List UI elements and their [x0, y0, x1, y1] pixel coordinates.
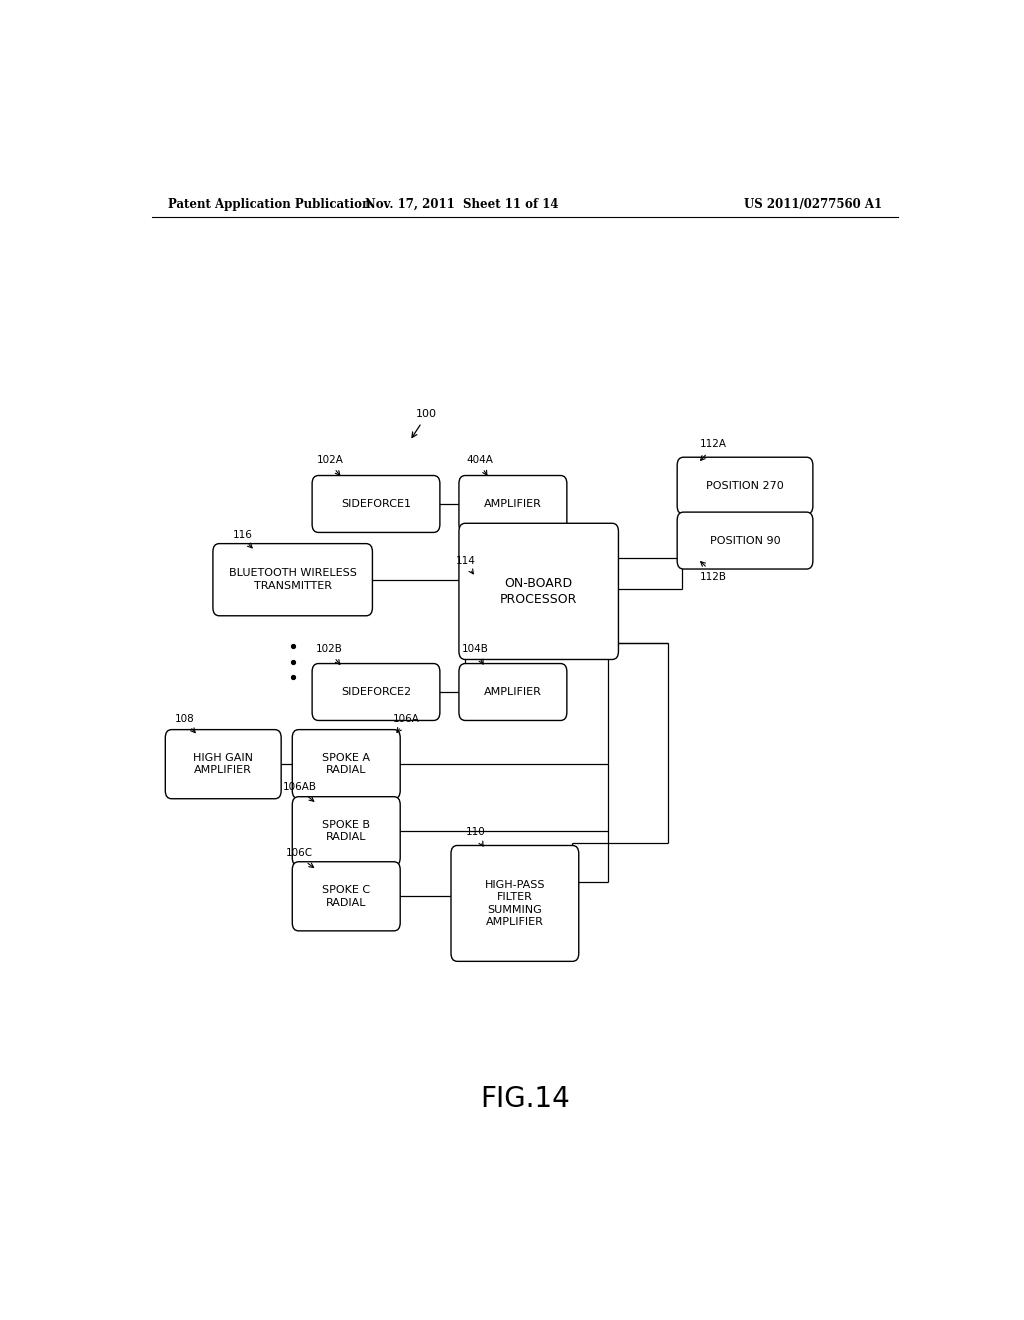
Text: BLUETOOTH WIRELESS
TRANSMITTER: BLUETOOTH WIRELESS TRANSMITTER: [228, 569, 356, 591]
Text: SPOKE A
RADIAL: SPOKE A RADIAL: [323, 752, 371, 775]
Text: SPOKE B
RADIAL: SPOKE B RADIAL: [323, 820, 371, 842]
Text: 114: 114: [456, 556, 476, 566]
Text: 106A: 106A: [392, 714, 419, 723]
Text: AMPLIFIER: AMPLIFIER: [484, 499, 542, 510]
Text: 104B: 104B: [462, 644, 489, 655]
FancyBboxPatch shape: [292, 862, 400, 931]
FancyBboxPatch shape: [292, 730, 400, 799]
Text: AMPLIFIER: AMPLIFIER: [484, 686, 542, 697]
Text: 102A: 102A: [317, 455, 344, 466]
FancyBboxPatch shape: [213, 544, 373, 615]
FancyBboxPatch shape: [677, 457, 813, 515]
Text: 100: 100: [416, 409, 437, 418]
Text: HIGH-PASS
FILTER
SUMMING
AMPLIFIER: HIGH-PASS FILTER SUMMING AMPLIFIER: [484, 880, 545, 927]
Text: 110: 110: [466, 828, 485, 837]
Text: 112B: 112B: [700, 572, 727, 582]
Text: SPOKE C
RADIAL: SPOKE C RADIAL: [323, 886, 371, 908]
Text: 108: 108: [175, 714, 195, 723]
FancyBboxPatch shape: [459, 523, 618, 660]
FancyBboxPatch shape: [292, 797, 400, 866]
FancyBboxPatch shape: [459, 664, 567, 721]
FancyBboxPatch shape: [165, 730, 282, 799]
Text: ON-BOARD
PROCESSOR: ON-BOARD PROCESSOR: [500, 577, 578, 606]
FancyBboxPatch shape: [312, 475, 440, 532]
Text: 106C: 106C: [286, 847, 313, 858]
FancyBboxPatch shape: [312, 664, 440, 721]
Text: Nov. 17, 2011  Sheet 11 of 14: Nov. 17, 2011 Sheet 11 of 14: [365, 198, 558, 211]
Text: HIGH GAIN
AMPLIFIER: HIGH GAIN AMPLIFIER: [194, 752, 253, 775]
Text: Patent Application Publication: Patent Application Publication: [168, 198, 371, 211]
Text: 106AB: 106AB: [283, 781, 316, 792]
Text: FIG.14: FIG.14: [480, 1085, 569, 1113]
Text: 112A: 112A: [700, 440, 727, 449]
Text: 116: 116: [233, 529, 253, 540]
FancyBboxPatch shape: [451, 846, 579, 961]
FancyBboxPatch shape: [677, 512, 813, 569]
Text: POSITION 270: POSITION 270: [707, 480, 784, 491]
Text: 404A: 404A: [466, 455, 493, 466]
Text: SIDEFORCE2: SIDEFORCE2: [341, 686, 411, 697]
Text: US 2011/0277560 A1: US 2011/0277560 A1: [743, 198, 882, 211]
FancyBboxPatch shape: [459, 475, 567, 532]
Text: SIDEFORCE1: SIDEFORCE1: [341, 499, 411, 510]
Text: 102B: 102B: [316, 644, 343, 655]
Text: POSITION 90: POSITION 90: [710, 536, 780, 545]
